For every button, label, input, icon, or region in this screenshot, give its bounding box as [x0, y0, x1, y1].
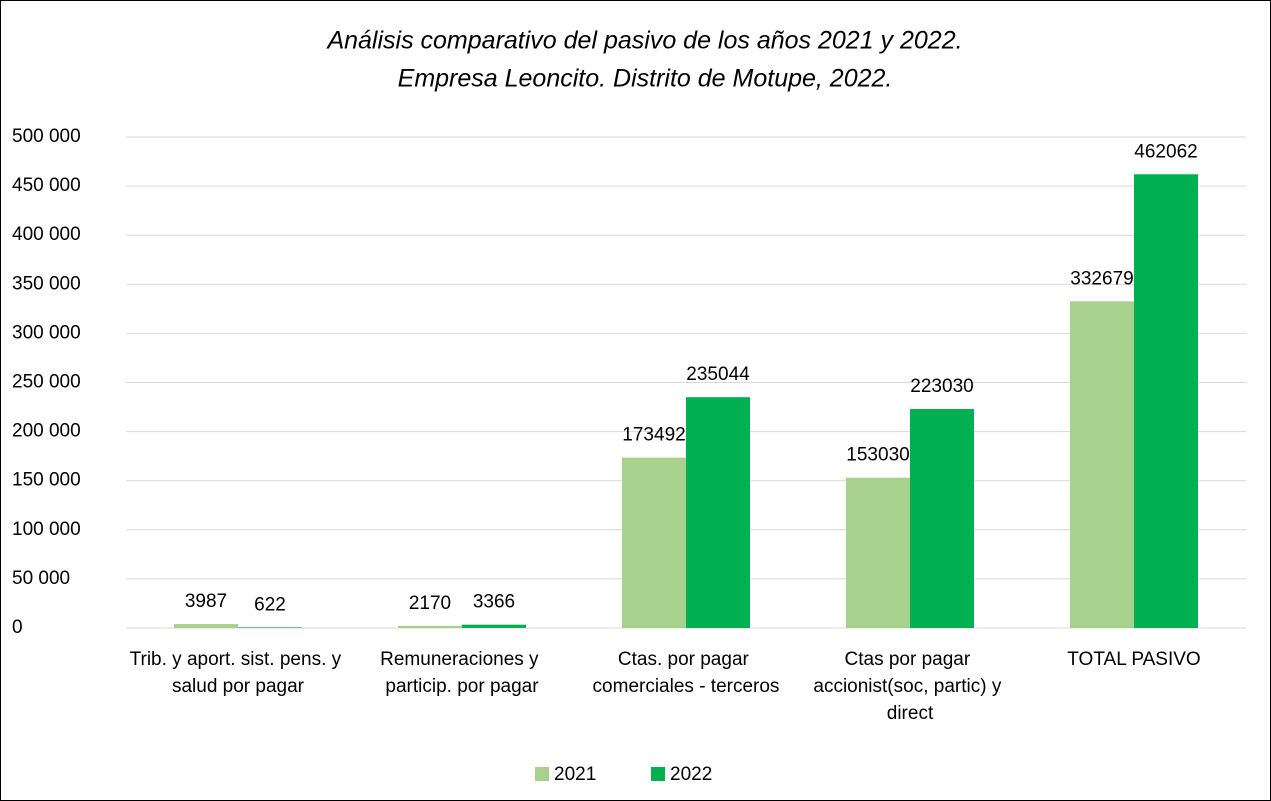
y-tick-label: 400 000	[12, 224, 81, 245]
y-tick-label: 300 000	[12, 322, 81, 343]
legend-swatch	[535, 767, 549, 781]
value-label: 173492	[622, 425, 685, 446]
bar	[1134, 174, 1198, 628]
bar	[174, 624, 238, 628]
y-tick-label: 100 000	[12, 519, 81, 540]
y-tick-label: 350 000	[12, 273, 81, 294]
value-label: 462062	[1134, 141, 1197, 162]
bar	[1070, 301, 1134, 628]
bar	[398, 625, 462, 628]
chart-title: Análisis comparativo del pasivo de los a…	[325, 27, 962, 55]
bar	[686, 397, 750, 628]
bar	[846, 477, 910, 628]
bar	[462, 624, 526, 628]
value-label: 223030	[910, 376, 973, 397]
x-tick-label: Trib. y aport. sist. pens. y salud por p…	[130, 649, 347, 697]
x-tick-label: Ctas. por pagar comerciales - terceros	[593, 649, 780, 697]
legend-label: 2021	[554, 764, 596, 785]
bar	[622, 457, 686, 628]
chart-title: Empresa Leoncito. Distrito de Motupe, 20…	[398, 65, 893, 93]
y-tick-label: 450 000	[12, 175, 81, 196]
y-tick-label: 200 000	[12, 421, 81, 442]
x-tick-label: Remuneraciones y particip. por pagar	[380, 649, 544, 697]
legend-swatch	[651, 767, 665, 781]
bar	[238, 627, 302, 628]
value-label: 3366	[473, 592, 515, 613]
y-tick-label: 0	[12, 617, 23, 638]
value-label: 235044	[686, 364, 750, 385]
value-label: 153030	[846, 445, 909, 466]
y-tick-label: 150 000	[12, 470, 81, 491]
y-tick-label: 50 000	[12, 568, 70, 589]
value-label: 3987	[185, 591, 227, 612]
value-label: 332679	[1070, 268, 1133, 289]
bar	[910, 408, 974, 628]
y-tick-label: 500 000	[12, 126, 81, 147]
value-label: 622	[254, 594, 286, 615]
value-label: 2170	[409, 593, 451, 614]
x-tick-label: TOTAL PASIVO	[1067, 649, 1200, 670]
legend-label: 2022	[670, 764, 712, 785]
y-tick-label: 250 000	[12, 372, 81, 393]
x-tick-label: Ctas por pagar accionist(soc, partic) y …	[813, 649, 1006, 724]
